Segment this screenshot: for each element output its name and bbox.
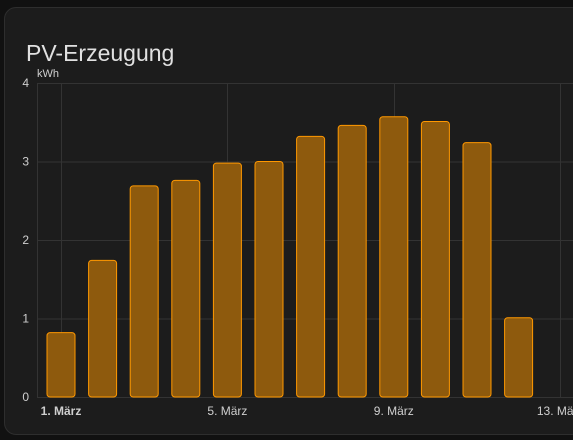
bar-3-m-rz: [129, 185, 159, 398]
bar-10-m-rz: [420, 120, 450, 398]
y-tick-label-0: 0: [22, 390, 29, 404]
x-tick-label-4: 5. März: [207, 404, 247, 418]
chart-bars: [46, 116, 534, 398]
x-tick-label-8: 9. März: [374, 404, 414, 418]
x-tick-label-0: 1. März: [41, 404, 82, 418]
y-tick-label-3: 3: [22, 155, 29, 169]
y-tick-label-2: 2: [22, 233, 29, 247]
bar-5-m-rz: [212, 162, 242, 398]
bar-12-m-rz: [504, 317, 534, 398]
x-axis-ticks: 1. März 5. März 9. März 13. März: [41, 404, 573, 418]
bar-1-m-rz: [46, 332, 76, 398]
bar-8-m-rz: [337, 124, 367, 398]
bar-6-m-rz: [254, 161, 284, 398]
bar-2-m-rz: [88, 259, 118, 398]
y-axis-ticks: 0 1 2 3 4: [22, 76, 29, 404]
y-tick-label-4: 4: [22, 76, 29, 90]
bar-11-m-rz: [462, 142, 492, 398]
card-title: PV-Erzeugung: [26, 40, 175, 66]
bar-4-m-rz: [171, 179, 201, 398]
bar-9-m-rz: [379, 116, 409, 398]
y-tick-label-1: 1: [22, 312, 29, 326]
x-tick-label-12: 13. März: [537, 404, 573, 418]
bar-7-m-rz: [296, 135, 326, 398]
y-axis-unit-label: kWh: [37, 68, 59, 80]
